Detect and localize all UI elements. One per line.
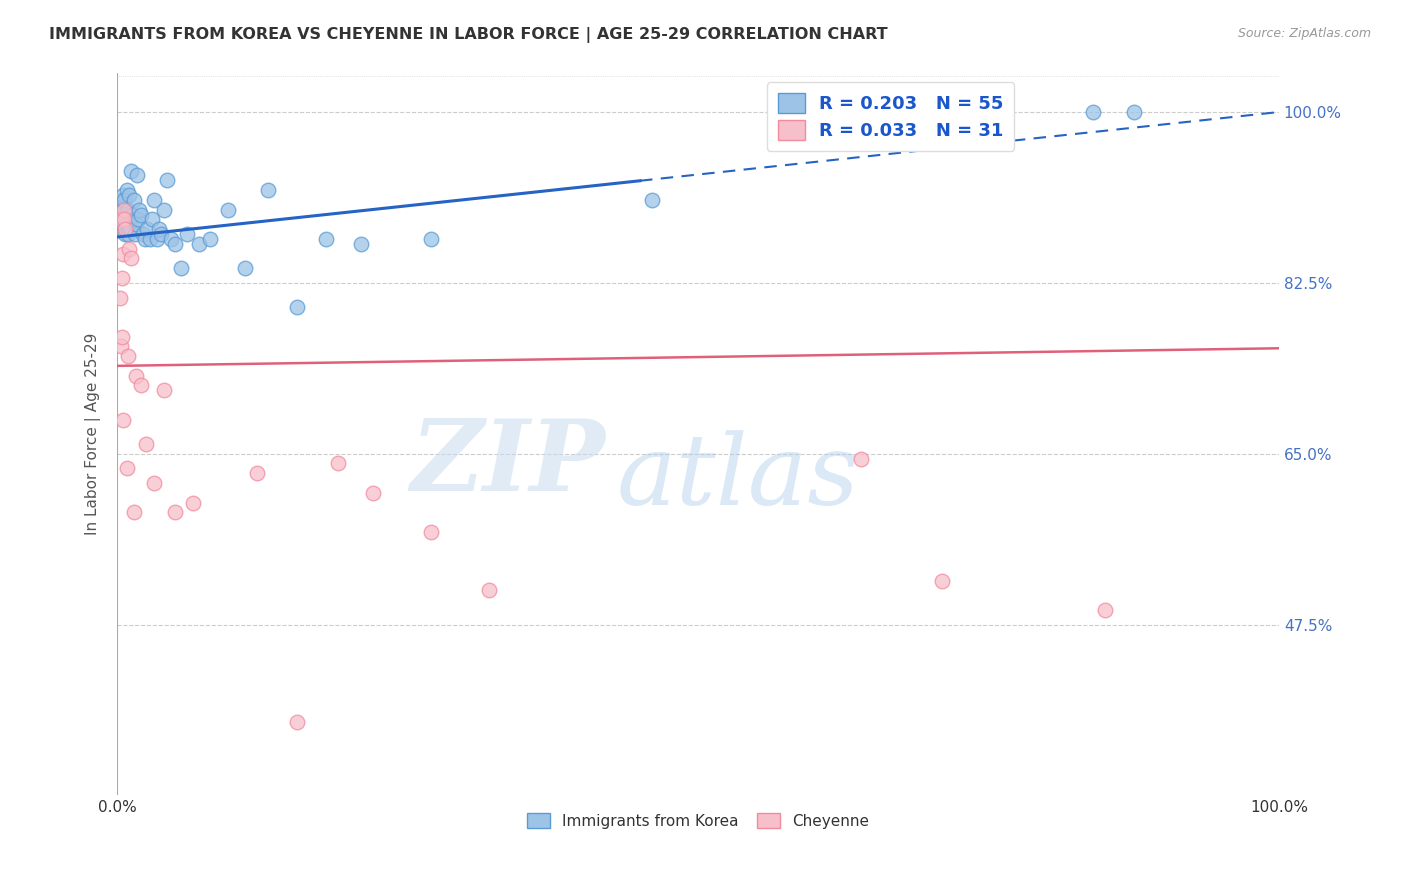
Point <box>112 217 135 231</box>
Point <box>152 202 174 217</box>
Point <box>110 339 132 353</box>
Text: atlas: atlas <box>617 430 859 525</box>
Point <box>118 222 141 236</box>
Point <box>112 202 135 217</box>
Point <box>1122 105 1144 120</box>
Point <box>108 212 131 227</box>
Point <box>112 212 135 227</box>
Point <box>176 227 198 241</box>
Point <box>127 212 149 227</box>
Point <box>350 236 373 251</box>
Point <box>135 437 157 451</box>
Point <box>117 202 139 217</box>
Point <box>110 208 132 222</box>
Point <box>115 461 138 475</box>
Point <box>257 183 280 197</box>
Point <box>115 217 138 231</box>
Point <box>134 232 156 246</box>
Point <box>114 227 136 241</box>
Point <box>246 467 269 481</box>
Point <box>114 222 136 236</box>
Legend: Immigrants from Korea, Cheyenne: Immigrants from Korea, Cheyenne <box>522 806 876 835</box>
Point <box>478 583 501 598</box>
Point <box>139 232 162 246</box>
Point <box>125 217 148 231</box>
Point <box>419 524 441 539</box>
Point <box>118 242 141 256</box>
Point <box>112 193 135 207</box>
Point <box>156 173 179 187</box>
Point <box>148 222 170 236</box>
Point <box>181 495 204 509</box>
Point <box>129 378 152 392</box>
Point <box>122 193 145 207</box>
Text: Source: ZipAtlas.com: Source: ZipAtlas.com <box>1237 27 1371 40</box>
Text: IMMIGRANTS FROM KOREA VS CHEYENNE IN LABOR FORCE | AGE 25-29 CORRELATION CHART: IMMIGRANTS FROM KOREA VS CHEYENNE IN LAB… <box>49 27 887 43</box>
Point <box>110 212 132 227</box>
Point <box>124 227 146 241</box>
Point <box>150 227 173 241</box>
Point <box>170 261 193 276</box>
Point <box>128 202 150 217</box>
Point <box>145 232 167 246</box>
Point <box>285 715 308 730</box>
Point <box>112 188 135 202</box>
Point <box>419 232 441 246</box>
Point <box>640 193 662 207</box>
Point <box>129 208 152 222</box>
Point <box>122 505 145 519</box>
Point <box>285 300 308 314</box>
Point <box>931 574 953 588</box>
Point <box>143 475 166 490</box>
Point <box>165 505 187 519</box>
Point <box>118 212 141 227</box>
Point <box>125 169 148 183</box>
Point <box>315 232 337 246</box>
Point <box>165 236 187 251</box>
Point <box>152 384 174 398</box>
Point <box>112 246 135 260</box>
Point <box>117 349 139 363</box>
Point <box>111 217 134 231</box>
Point <box>217 202 239 217</box>
Point <box>132 227 155 241</box>
Point <box>159 232 181 246</box>
Point <box>849 451 872 466</box>
Point <box>115 183 138 197</box>
Point <box>118 188 141 202</box>
Point <box>361 485 384 500</box>
Point <box>112 412 135 426</box>
Point <box>111 271 134 285</box>
Point <box>120 163 142 178</box>
Y-axis label: In Labor Force | Age 25-29: In Labor Force | Age 25-29 <box>86 333 101 535</box>
Point <box>125 368 148 383</box>
Text: ZIP: ZIP <box>411 415 605 511</box>
Point <box>187 236 209 251</box>
Point <box>120 252 142 266</box>
Point <box>108 291 131 305</box>
Point <box>143 193 166 207</box>
Point <box>111 329 134 343</box>
Point <box>114 208 136 222</box>
Point <box>112 212 135 227</box>
Point <box>120 222 142 236</box>
Point <box>1081 105 1104 120</box>
Point <box>233 261 256 276</box>
Point <box>326 457 349 471</box>
Point <box>141 212 163 227</box>
Point <box>111 193 134 207</box>
Point <box>117 227 139 241</box>
Point <box>1094 603 1116 617</box>
Point <box>112 202 135 217</box>
Point <box>121 208 143 222</box>
Point <box>200 232 222 246</box>
Point <box>136 222 159 236</box>
